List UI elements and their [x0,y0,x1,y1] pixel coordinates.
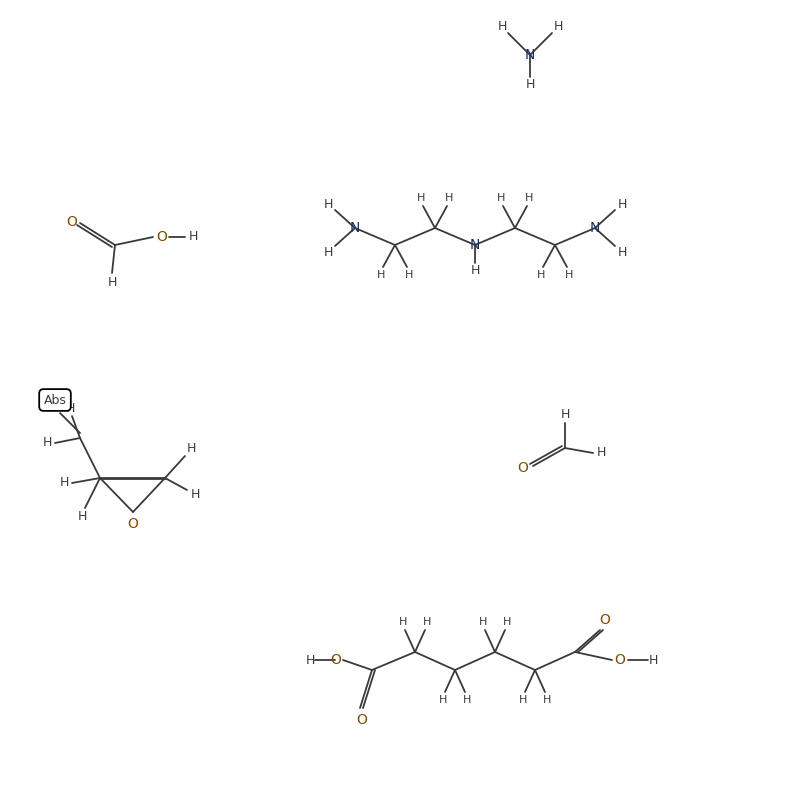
Text: H: H [497,20,507,33]
Text: H: H [470,264,480,277]
Text: O: O [66,215,78,229]
Text: N: N [525,48,535,62]
Text: H: H [423,617,431,627]
Text: O: O [356,713,368,727]
Text: H: H [66,402,74,415]
Text: O: O [517,461,529,475]
Text: H: H [59,477,69,490]
Text: O: O [600,613,610,627]
Text: H: H [561,409,570,422]
Text: O: O [331,653,341,667]
Text: N: N [470,238,480,252]
Text: H: H [405,270,413,280]
Text: H: H [107,276,117,288]
Text: H: H [188,230,198,243]
Text: H: H [519,695,527,705]
Text: H: H [618,246,626,259]
Text: H: H [78,510,87,523]
Text: H: H [463,695,471,705]
Text: H: H [553,20,562,33]
Text: O: O [614,653,626,667]
Text: H: H [497,193,505,203]
Text: H: H [565,270,574,280]
Text: N: N [350,221,360,235]
Text: H: H [648,654,658,667]
Text: H: H [525,78,535,91]
Text: H: H [479,617,487,627]
Text: O: O [127,517,139,531]
Text: H: H [503,617,511,627]
Text: H: H [417,193,425,203]
Text: H: H [525,193,533,203]
Text: H: H [399,617,407,627]
Text: N: N [590,221,600,235]
Text: H: H [324,197,332,211]
Text: Abs: Abs [43,393,66,406]
Text: H: H [445,193,453,203]
Text: H: H [305,654,315,667]
Text: H: H [324,246,332,259]
Text: H: H [191,487,199,500]
Text: O: O [156,230,167,244]
Text: H: H [439,695,447,705]
Text: H: H [543,695,551,705]
Text: H: H [537,270,545,280]
Text: H: H [187,441,195,454]
Text: H: H [42,436,52,449]
Text: H: H [376,270,385,280]
Text: H: H [596,447,606,460]
Text: H: H [618,197,626,211]
